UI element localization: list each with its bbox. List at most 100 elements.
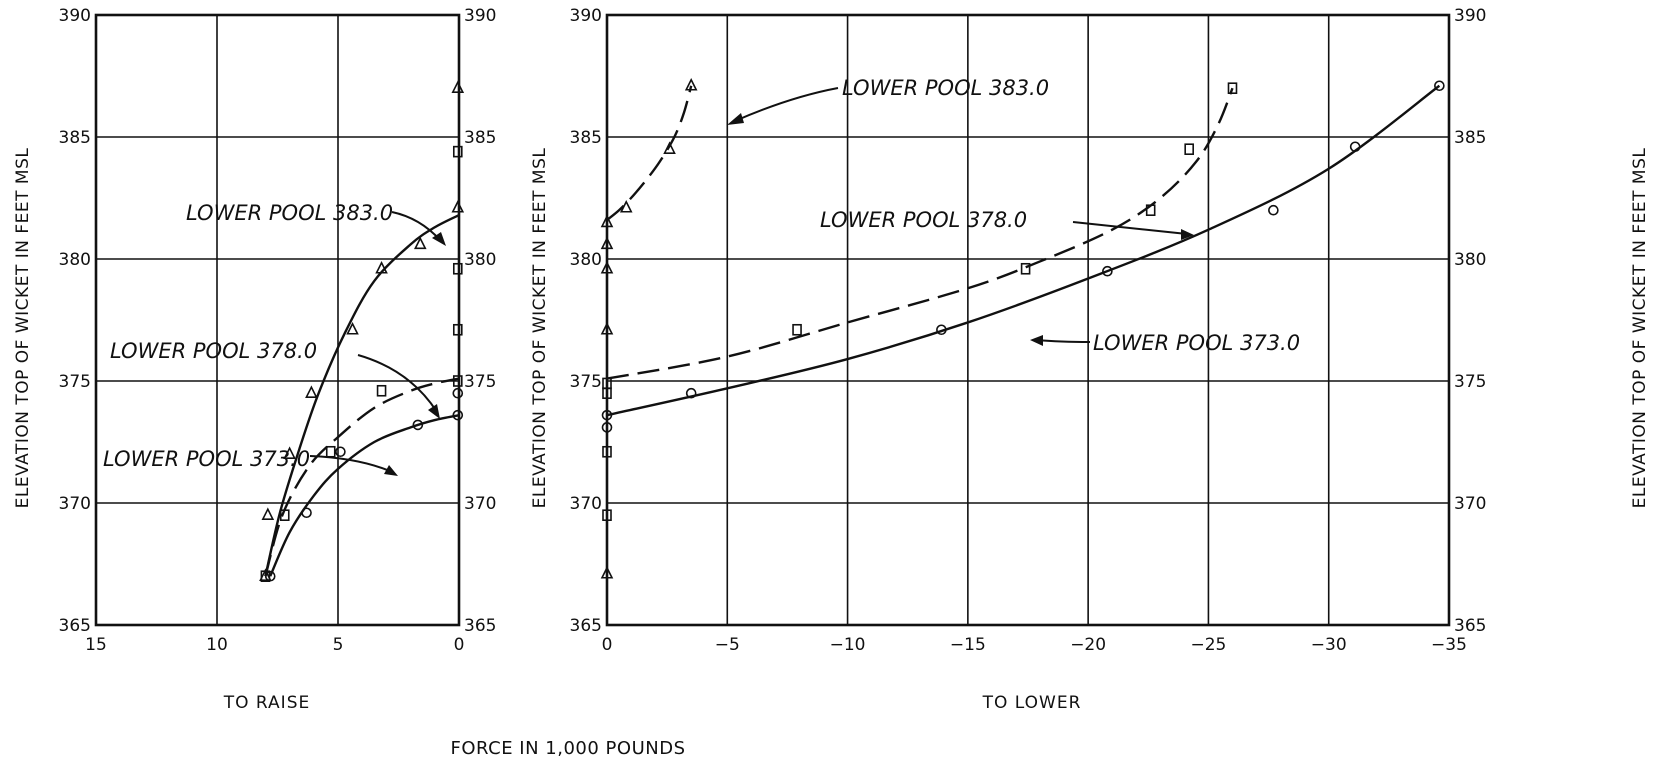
raise-point-triangle <box>375 260 388 274</box>
arrowhead-raise-378 <box>428 404 440 419</box>
lower-annotation-373: LOWER POOL 373.0 <box>1093 331 1300 355</box>
raise-annotation-373: LOWER POOL 373.0 <box>103 447 310 471</box>
lower-annotation-378: LOWER POOL 378.0 <box>820 208 1027 232</box>
raise-ytick-left: 380 <box>59 250 91 270</box>
lower-ytick-right: 365 <box>1454 616 1486 636</box>
raise-point-triangle <box>261 507 275 521</box>
lower-grid <box>606 14 1450 626</box>
raise-curve-circle <box>269 413 460 577</box>
left-y-axis-title: ELEVATION TOP OF WICKET IN FEET MSL <box>13 148 33 509</box>
raise-plot-frame <box>94 13 461 627</box>
lower-ytick-right: 375 <box>1454 372 1486 392</box>
lower-xtick: −20 <box>1070 635 1106 655</box>
raise-ytick-right: 390 <box>464 6 496 26</box>
lower-ytick-left: 365 <box>570 616 602 636</box>
lower-point-square <box>1184 143 1194 155</box>
leader-raise-373 <box>309 455 393 473</box>
lower-ytick-right: 385 <box>1454 128 1486 148</box>
leader-raise-378 <box>357 354 438 413</box>
raise-xtick: 5 <box>333 635 344 655</box>
raise-annotation-378: LOWER POOL 378.0 <box>110 339 317 363</box>
leader-lower-373 <box>1036 339 1091 343</box>
lower-point-triangle <box>600 214 614 228</box>
raise-curve-square <box>264 377 460 577</box>
annotation-leaders <box>309 87 1188 473</box>
lower-curve-square <box>606 87 1234 380</box>
leader-lower-378 <box>1072 221 1188 235</box>
raise-ytick-right: 380 <box>464 250 496 270</box>
lower-xtick: −15 <box>950 635 986 655</box>
raise-annotation-383: LOWER POOL 383.0 <box>186 201 393 225</box>
raise-point-square <box>452 262 463 275</box>
leader-lower-383 <box>734 87 839 122</box>
lower-point-square <box>792 323 802 336</box>
arrowhead-lower-373 <box>1030 335 1043 346</box>
lower-xtick: −25 <box>1190 635 1226 655</box>
lower-curve-triangle <box>606 85 693 221</box>
lower-series-square <box>602 82 1238 522</box>
raise-ytick-left: 370 <box>59 494 91 514</box>
raise-point-triangle <box>305 385 318 399</box>
lower-point-circle <box>1434 80 1445 92</box>
raise-ytick-left: 390 <box>59 6 91 26</box>
leader-raise-383 <box>391 211 441 241</box>
lower-ytick-left: 385 <box>570 128 602 148</box>
lower-ytick-left: 375 <box>570 372 602 392</box>
raise-ytick-left: 385 <box>59 128 91 148</box>
lower-point-square <box>1227 82 1238 94</box>
raise-point-triangle <box>346 321 359 335</box>
lower-point-circle <box>601 409 613 421</box>
raise-series-triangle <box>259 80 465 582</box>
lower-xtick: −30 <box>1311 635 1347 655</box>
raise-x-axis-label: TO RAISE <box>223 693 310 713</box>
lower-point-triangle <box>684 77 698 91</box>
lower-panel: 365 365 370 370 375 375 380 380 385 385 390 390 0 −5 −… <box>570 6 1487 655</box>
raise-point-square <box>260 570 271 583</box>
raise-point-circle <box>412 419 424 431</box>
raise-ytick-right: 385 <box>464 128 496 148</box>
lower-point-square <box>602 445 612 458</box>
lower-ytick-left: 380 <box>570 250 602 270</box>
lower-point-triangle <box>600 565 614 579</box>
lower-xtick: −10 <box>830 635 866 655</box>
raise-point-triangle <box>283 446 296 460</box>
lower-x-axis-label: TO LOWER <box>982 693 1082 713</box>
raise-series-circle <box>264 387 464 582</box>
lower-xtick: 0 <box>602 635 613 655</box>
arrowhead-raise-373 <box>384 465 398 476</box>
annotation-arrowheads <box>384 113 1194 476</box>
raise-ytick-right: 370 <box>464 494 496 514</box>
lower-xtick: −5 <box>715 635 740 655</box>
lower-plot-frame <box>605 13 1451 627</box>
raise-point-square <box>452 375 463 387</box>
raise-ytick-right: 375 <box>464 372 496 392</box>
raise-point-square <box>325 445 336 458</box>
lower-point-square <box>1145 204 1156 216</box>
lower-point-triangle <box>600 321 614 335</box>
lower-point-circle <box>685 387 697 399</box>
raise-point-square <box>279 509 290 522</box>
raise-ytick-left: 375 <box>59 372 91 392</box>
lower-point-circle <box>936 324 947 336</box>
lower-point-square <box>602 377 612 390</box>
lower-point-triangle <box>619 199 633 213</box>
raise-xtick: 15 <box>85 635 107 655</box>
raise-point-square <box>452 145 463 158</box>
lower-point-square <box>602 509 612 522</box>
raise-point-square <box>452 323 463 336</box>
lower-point-triangle <box>600 236 614 250</box>
arrowhead-lower-378 <box>1181 229 1194 240</box>
raise-xtick: 10 <box>206 635 228 655</box>
lower-point-circle <box>1102 265 1113 277</box>
raise-xtick: 0 <box>454 635 465 655</box>
arrowhead-raise-383 <box>432 232 446 246</box>
raise-point-circle <box>264 570 276 582</box>
raise-point-circle <box>301 507 312 519</box>
force-units-label: FORCE IN 1,000 POUNDS <box>451 738 686 759</box>
lower-point-triangle <box>600 260 614 274</box>
lower-ytick-right: 390 <box>1454 6 1486 26</box>
raise-ytick-left: 365 <box>59 616 91 636</box>
lower-point-circle <box>601 422 613 433</box>
raise-ytick-right: 365 <box>464 616 496 636</box>
